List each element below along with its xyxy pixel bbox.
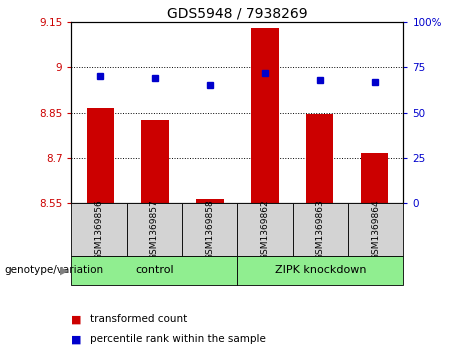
- Bar: [71, 256, 237, 285]
- Text: genotype/variation: genotype/variation: [5, 265, 104, 276]
- Title: GDS5948 / 7938269: GDS5948 / 7938269: [167, 7, 308, 21]
- Text: GSM1369856: GSM1369856: [95, 199, 104, 260]
- Text: GSM1369862: GSM1369862: [260, 199, 270, 260]
- Bar: [87, 108, 114, 203]
- Text: ■: ■: [71, 334, 82, 344]
- Text: GSM1369858: GSM1369858: [205, 199, 214, 260]
- Bar: [196, 199, 224, 203]
- Text: ■: ■: [71, 314, 82, 325]
- Bar: [237, 203, 293, 256]
- Text: control: control: [135, 265, 174, 276]
- Bar: [127, 203, 182, 256]
- Text: GSM1369864: GSM1369864: [371, 199, 380, 260]
- Text: ▶: ▶: [60, 265, 68, 276]
- Bar: [142, 120, 169, 203]
- Bar: [251, 28, 278, 203]
- Bar: [237, 256, 403, 285]
- Bar: [306, 114, 333, 203]
- Text: GSM1369863: GSM1369863: [316, 199, 325, 260]
- Text: GSM1369857: GSM1369857: [150, 199, 159, 260]
- Bar: [293, 203, 348, 256]
- Text: transformed count: transformed count: [90, 314, 187, 325]
- Bar: [71, 203, 127, 256]
- Bar: [182, 203, 237, 256]
- Text: percentile rank within the sample: percentile rank within the sample: [90, 334, 266, 344]
- Text: ZIPK knockdown: ZIPK knockdown: [275, 265, 366, 276]
- Bar: [348, 203, 403, 256]
- Bar: [361, 154, 388, 203]
